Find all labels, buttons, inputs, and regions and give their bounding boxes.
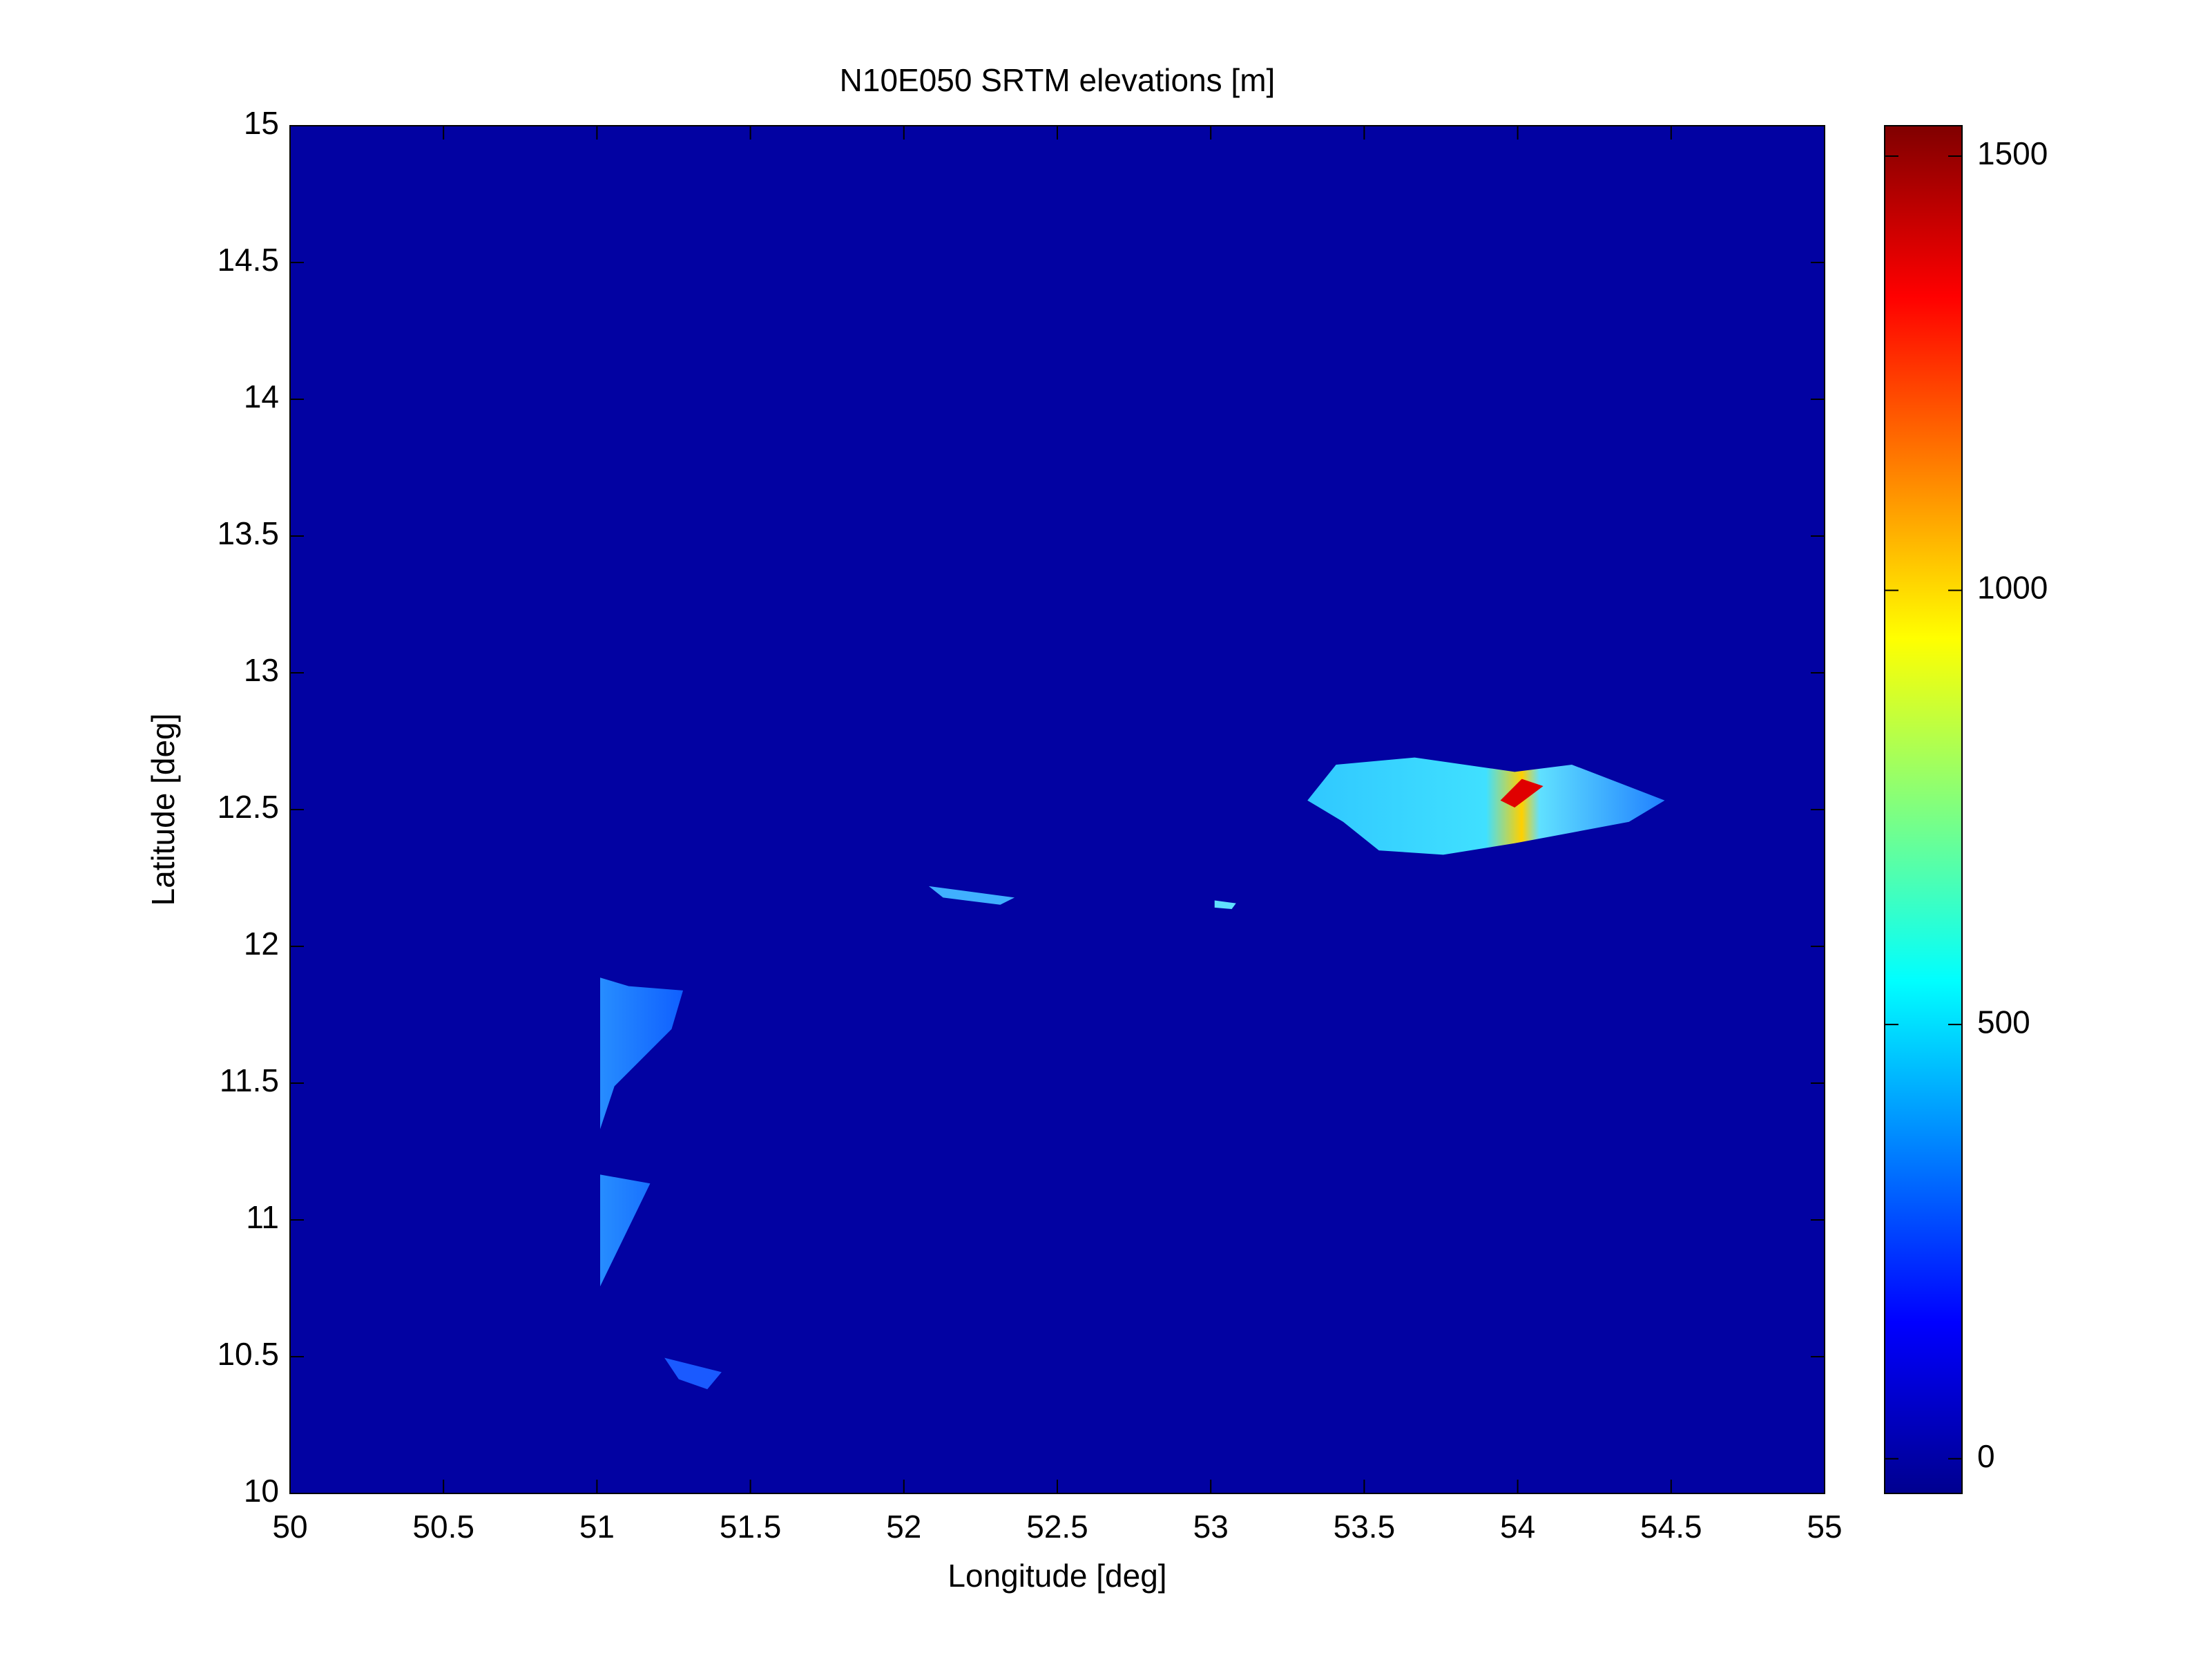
x-tick-label: 50.5 — [412, 1509, 474, 1545]
colorbar-tick-label: 1000 — [1977, 570, 2048, 606]
chart-title: N10E050 SRTM elevations [m] — [840, 62, 1276, 98]
x-tick-label: 52 — [886, 1509, 921, 1545]
x-tick-label: 52.5 — [1026, 1509, 1088, 1545]
x-tick-label: 50 — [272, 1509, 307, 1545]
y-tick-label: 15 — [244, 105, 279, 141]
y-tick-label: 14.5 — [217, 242, 279, 278]
y-tick-label: 10 — [244, 1473, 279, 1509]
y-tick-label: 13.5 — [217, 515, 279, 551]
islet — [928, 886, 1015, 905]
terrain — [600, 757, 1665, 1390]
x-tick-label: 54 — [1500, 1509, 1535, 1545]
y-tick-label: 12 — [244, 926, 279, 962]
colorbar-tick-label: 0 — [1977, 1438, 1995, 1474]
x-tick-label: 53.5 — [1334, 1509, 1396, 1545]
colorbar — [1884, 125, 1963, 1494]
y-tick-label: 10.5 — [217, 1336, 279, 1372]
x-axis-label: Longitude [deg] — [948, 1558, 1166, 1594]
y-tick-label: 13 — [244, 652, 279, 688]
land-socotra — [1307, 757, 1665, 855]
x-tick-label: 54.5 — [1640, 1509, 1702, 1545]
x-tick-label: 51.5 — [720, 1509, 782, 1545]
land-somalia — [600, 977, 684, 1287]
islet — [664, 1357, 722, 1390]
peak — [1500, 779, 1543, 808]
y-tick-label: 14 — [244, 379, 279, 414]
y-tick-label: 11 — [246, 1199, 279, 1235]
x-tick-label: 53 — [1193, 1509, 1229, 1545]
y-tick-label: 12.5 — [217, 789, 279, 825]
colorbar-tick-label: 500 — [1977, 1004, 2030, 1040]
y-axis-label: Latitude [deg] — [145, 714, 181, 906]
y-tick-label: 11.5 — [220, 1062, 279, 1098]
x-tick-label: 51 — [579, 1509, 615, 1545]
x-tick-label: 55 — [1807, 1509, 1842, 1545]
colorbar-tick-label: 1500 — [1977, 135, 2048, 171]
islet — [1214, 900, 1236, 909]
